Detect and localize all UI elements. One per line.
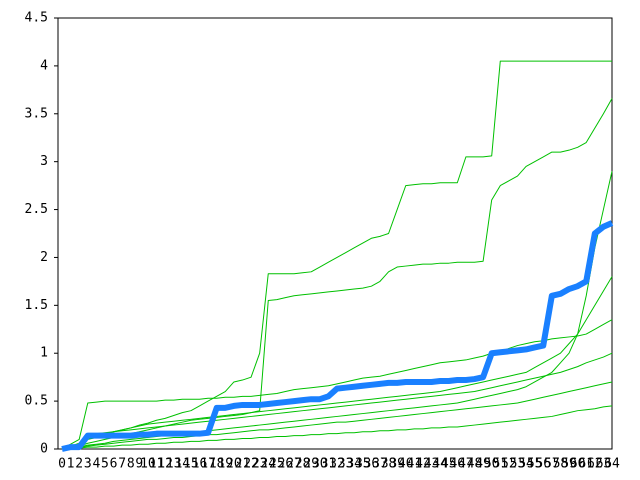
x-tick-label: 33 xyxy=(338,457,354,472)
x-tick-label: 48 xyxy=(467,457,483,472)
x-tick-label: 1 xyxy=(67,457,75,472)
x-tick-label: 30 xyxy=(312,457,328,472)
x-tick-label: 34 xyxy=(346,457,362,472)
x-tick-label: 52 xyxy=(501,457,517,472)
y-tick-label: 4 xyxy=(40,58,48,73)
series-line xyxy=(61,381,613,450)
x-tick-label: 47 xyxy=(458,457,474,472)
x-tick-label: 14 xyxy=(174,457,190,472)
x-tick-label: 23 xyxy=(252,457,268,472)
x-tick-label: 36 xyxy=(364,457,380,472)
x-tick-label: 50 xyxy=(484,457,500,472)
x-tick-label: 8 xyxy=(127,457,135,472)
x-tick-label: 17 xyxy=(200,457,216,472)
x-tick-label: 42 xyxy=(415,457,431,472)
x-tick-label: 60 xyxy=(570,457,586,472)
y-tick-label: 3 xyxy=(40,154,48,169)
x-tick-label: 64 xyxy=(604,457,620,472)
x-tick-label: 35 xyxy=(355,457,371,472)
y-tick-label: 1 xyxy=(40,346,48,361)
x-tick-label: 15 xyxy=(183,457,199,472)
x-tick-label: 12 xyxy=(157,457,173,472)
x-tick-label: 40 xyxy=(398,457,414,472)
x-tick-label: 2 xyxy=(75,457,83,472)
x-tick-label: 24 xyxy=(260,457,276,472)
series-line xyxy=(61,319,613,450)
x-tick-label: 59 xyxy=(561,457,577,472)
x-tick-label: 18 xyxy=(209,457,225,472)
x-tick-label: 6 xyxy=(110,457,118,472)
x-tick-label: 56 xyxy=(535,457,551,472)
x-tick-label: 5 xyxy=(101,457,109,472)
x-tick-label: 38 xyxy=(381,457,397,472)
x-tick-label: 43 xyxy=(424,457,440,472)
x-tick-label: 31 xyxy=(321,457,337,472)
x-tick-label: 54 xyxy=(518,457,534,472)
x-tick-label: 20 xyxy=(226,457,242,472)
x-tick-label: 27 xyxy=(286,457,302,472)
series-line xyxy=(62,405,613,450)
x-tick-label: 46 xyxy=(449,457,465,472)
x-tick-label: 0 xyxy=(58,457,66,472)
x-tick-label: 41 xyxy=(407,457,423,472)
x-tick-label: 55 xyxy=(527,457,543,472)
x-tick-label: 51 xyxy=(492,457,508,472)
y-tick-label: 2.5 xyxy=(25,202,48,217)
y-tick-label: 1.5 xyxy=(25,298,48,313)
x-tick-label: 3 xyxy=(84,457,92,472)
y-tick-label: 3.5 xyxy=(25,106,48,121)
x-tick-label: 32 xyxy=(329,457,345,472)
x-tick-label: 7 xyxy=(118,457,126,472)
x-tick-label: 10 xyxy=(140,457,156,472)
series-line xyxy=(61,220,614,452)
x-tick-label: 39 xyxy=(389,457,405,472)
x-tick-label: 13 xyxy=(166,457,182,472)
x-tick-label: 57 xyxy=(544,457,560,472)
x-tick-label: 37 xyxy=(372,457,388,472)
series-line xyxy=(61,60,612,450)
x-tick-label: 22 xyxy=(243,457,259,472)
x-tick-label: 44 xyxy=(432,457,448,472)
x-tick-label: 11 xyxy=(149,457,165,472)
x-tick-label: 28 xyxy=(295,457,311,472)
x-tick-label: 29 xyxy=(303,457,319,472)
x-tick-label: 45 xyxy=(441,457,457,472)
y-tick-label: 0 xyxy=(40,442,48,457)
x-tick-label: 25 xyxy=(269,457,285,472)
y-tick-label: 2 xyxy=(40,250,48,265)
y-tick-label: 4.5 xyxy=(25,11,48,26)
y-tick-label: 0.5 xyxy=(25,394,48,409)
x-tick-label: 63 xyxy=(596,457,612,472)
x-tick-label: 4 xyxy=(92,457,100,472)
plot-frame xyxy=(57,17,613,450)
x-tick-label: 26 xyxy=(278,457,294,472)
x-tick-label: 49 xyxy=(475,457,491,472)
x-tick-label: 9 xyxy=(135,457,143,472)
x-tick-label: 61 xyxy=(578,457,594,472)
x-tick-label: 62 xyxy=(587,457,603,472)
x-tick-label: 19 xyxy=(217,457,233,472)
x-tick-label: 58 xyxy=(553,457,569,472)
x-tick-label: 16 xyxy=(192,457,208,472)
series-line xyxy=(61,276,613,450)
x-tick-label: 21 xyxy=(235,457,251,472)
x-tick-label: 53 xyxy=(510,457,526,472)
series-line xyxy=(61,352,613,450)
series-line xyxy=(61,98,613,450)
